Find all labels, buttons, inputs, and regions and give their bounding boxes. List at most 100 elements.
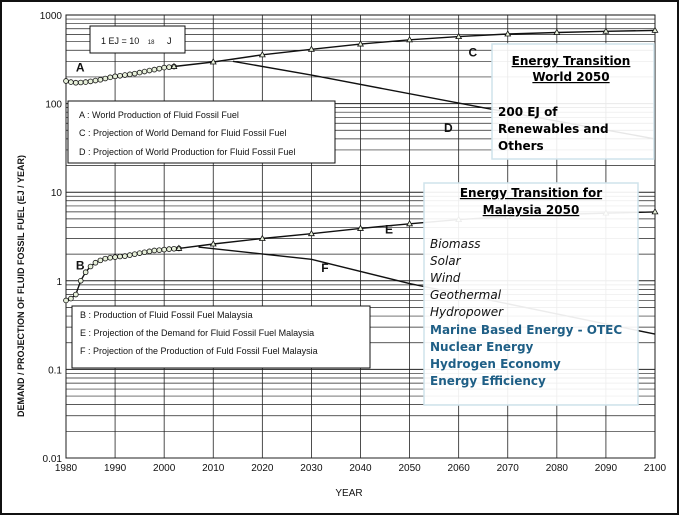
series-point-A <box>87 78 94 85</box>
series-point-A <box>141 68 148 75</box>
legend-malaysia-f: F : Projection of the Production of Fuld… <box>80 346 318 356</box>
series-point-A <box>102 75 109 82</box>
series-point-C <box>553 28 561 35</box>
series-point-B <box>117 253 123 260</box>
x-tick-label: 2100 <box>644 463 667 474</box>
x-tick-label: 2060 <box>448 463 471 474</box>
series-point-B <box>146 248 153 255</box>
series-point-A <box>63 78 69 84</box>
x-tick-label: 2080 <box>546 463 569 474</box>
series-letter-F: F <box>321 261 328 275</box>
y-axis-label: DEMAND / PROJECTION OF FLUID FOSSIL FUEL… <box>16 155 26 417</box>
malaysia-item-4: Hydropower <box>430 305 504 319</box>
legend-malaysia-b: B : Production of Fluid Fossil Fuel Mala… <box>80 310 253 320</box>
series-point-C <box>258 51 266 58</box>
series-point-A <box>146 67 153 74</box>
series-point-A <box>92 77 99 84</box>
series-point-B <box>141 249 148 256</box>
series-letter-E: E <box>385 223 393 237</box>
series-point-A <box>82 79 89 85</box>
series-point-B <box>68 295 74 302</box>
x-tick-label: 2050 <box>398 463 421 474</box>
malaysia-panel-title-1: Energy Transition for <box>460 186 602 200</box>
series-point-E <box>651 208 659 215</box>
series-point-C <box>504 30 512 37</box>
series-point-B <box>166 246 172 252</box>
series-point-B <box>92 259 99 266</box>
series-letter-C: C <box>468 46 477 60</box>
series-point-B <box>112 254 118 260</box>
series-point-E <box>209 240 217 247</box>
series-point-B <box>122 253 128 259</box>
x-tick-label: 2070 <box>497 463 520 474</box>
series-point-A <box>112 73 118 80</box>
y-tick-label: 1 <box>56 277 62 288</box>
legend-world-c: C : Projection of World Demand for Fluid… <box>79 128 286 138</box>
series-point-A <box>77 79 84 86</box>
series-point-E <box>307 229 315 237</box>
series-point-E <box>175 244 183 251</box>
series-point-A <box>68 79 74 85</box>
malaysia-item-3: Geothermal <box>430 288 502 302</box>
world-panel-title-2: World 2050 <box>532 70 609 84</box>
series-point-E <box>357 224 364 231</box>
series-point-B <box>97 257 104 264</box>
series-point-A <box>117 72 123 79</box>
series-letter-B: B <box>76 258 85 272</box>
malaysia-legend: B : Production of Fluid Fossil Fuel Mala… <box>71 305 371 369</box>
x-tick-label: 2020 <box>251 463 274 474</box>
series-point-B <box>136 250 143 256</box>
x-tick-label: 1980 <box>55 463 78 474</box>
series-point-B <box>156 247 163 253</box>
series-point-B <box>102 255 109 262</box>
world-legend: A : World Production of Fluid Fossil Fue… <box>67 100 336 164</box>
series-point-A <box>131 70 138 77</box>
malaysia-item-2: Wind <box>430 271 461 285</box>
series-point-B <box>161 246 167 253</box>
series-point-B <box>151 247 158 254</box>
world-panel-body-3: Others <box>498 139 544 153</box>
svg-text:1 EJ = 10 18 J: 1 EJ = 10 18 J <box>101 36 172 46</box>
malaysia-blue-item-0: Marine Based Energy - OTEC <box>430 323 622 337</box>
series-point-B <box>107 254 113 261</box>
malaysia-item-1: Solar <box>430 254 462 268</box>
series-point-E <box>258 234 266 241</box>
world-panel-body-1: 200 EJ of <box>498 105 558 119</box>
series-point-B <box>73 291 79 298</box>
malaysia-blue-item-2: Hydrogen Economy <box>430 357 561 371</box>
y-tick-label: 100 <box>45 100 62 111</box>
series-point-A <box>122 72 128 78</box>
unit-note-suffix: J <box>167 36 172 46</box>
unit-note: 1 EJ = 10 18 J <box>89 25 186 54</box>
series-point-A <box>73 79 79 86</box>
series-point-B <box>87 263 94 270</box>
series-point-C <box>357 40 364 47</box>
series-point-A <box>127 71 133 78</box>
malaysia-panel-title-2: Malaysia 2050 <box>483 203 580 217</box>
series-point-C <box>651 26 659 33</box>
world-panel-body-2: Renewables and <box>498 122 609 136</box>
x-tick-label: 2030 <box>300 463 323 474</box>
series-point-C <box>455 32 463 40</box>
series-point-A <box>107 74 113 81</box>
x-tick-label: 2090 <box>595 463 618 474</box>
series-point-B <box>63 297 69 304</box>
world-transition-panel: Energy Transition World 2050 200 EJ of R… <box>491 43 655 160</box>
x-tick-label: 2010 <box>202 463 225 474</box>
legend-world-d: D : Projection of World Production for F… <box>79 147 295 157</box>
series-point-C <box>406 35 414 43</box>
y-tick-label: 0.1 <box>48 365 62 376</box>
series-point-C <box>307 45 315 52</box>
series-point-A <box>97 76 104 83</box>
unit-note-prefix: 1 EJ = 10 <box>101 36 139 46</box>
series-point-B <box>82 269 89 276</box>
malaysia-blue-item-3: Energy Efficiency <box>430 374 546 388</box>
y-tick-label: 10 <box>51 188 63 199</box>
series-point-B <box>131 251 138 257</box>
x-axis-label: YEAR <box>335 488 362 499</box>
x-tick-label: 1990 <box>104 463 127 474</box>
malaysia-items: Biomass Solar Wind Geothermal Hydropower Mari… <box>430 237 622 388</box>
world-panel-title-1: Energy Transition <box>512 54 631 68</box>
series-point-C <box>209 58 217 65</box>
